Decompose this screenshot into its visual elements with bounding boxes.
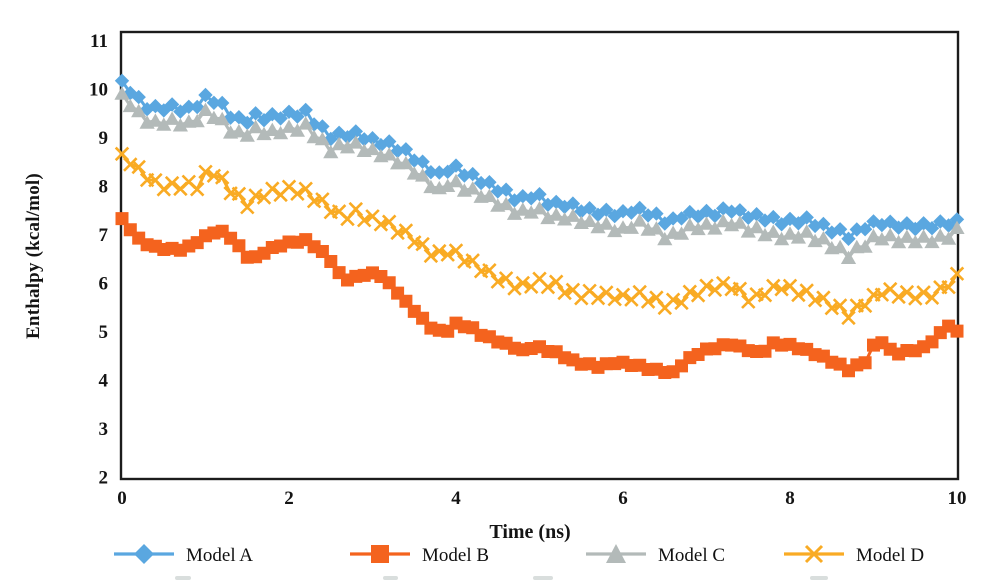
legend-label: Model C xyxy=(658,545,726,566)
legend-marker-canvas xyxy=(784,544,844,563)
x-tick-label: 6 xyxy=(618,488,628,509)
legend-item-model-a: Model A xyxy=(112,543,253,569)
y-tick-label: 10 xyxy=(89,80,108,101)
plot-border xyxy=(119,30,960,481)
y-tick-label: 4 xyxy=(99,371,109,392)
x-axis-title: Time (ns) xyxy=(489,521,571,543)
diamond-marker-icon xyxy=(112,542,176,571)
series-markers-model-a xyxy=(114,73,965,246)
x-tick-label: 2 xyxy=(284,488,294,509)
cropped-caption-fragment xyxy=(810,576,828,580)
cropped-caption-fragment xyxy=(175,576,191,580)
series-line-model-a xyxy=(120,79,958,241)
triangle-marker-icon xyxy=(584,542,648,571)
legend-item-model-c: Model C xyxy=(584,543,725,569)
y-tick-label: 3 xyxy=(99,419,109,440)
series-markers-model-d xyxy=(114,146,965,326)
chart-legend: Model A Model B Model C Model D xyxy=(0,543,1000,571)
x-tick-label: 4 xyxy=(451,488,461,509)
cropped-caption-fragment xyxy=(383,576,398,580)
legend-marker-canvas xyxy=(350,544,410,563)
legend-item-model-d: Model D xyxy=(782,543,924,569)
series-markers-model-b xyxy=(115,212,964,379)
y-tick-label: 7 xyxy=(99,225,109,246)
y-tick-label: 9 xyxy=(99,128,109,149)
x-tick-label: 8 xyxy=(785,488,795,509)
y-axis-title: Enthalpy (kcal/mol) xyxy=(23,173,44,339)
square-marker-icon xyxy=(348,542,412,571)
legend-marker-canvas xyxy=(114,543,174,564)
y-tick-label: 6 xyxy=(99,274,109,295)
y-tick-label: 5 xyxy=(99,322,109,343)
legend-item-model-b: Model B xyxy=(348,543,489,569)
x-marker-icon xyxy=(782,542,846,571)
legend-label: Model D xyxy=(856,545,925,566)
cropped-caption-fragment xyxy=(533,576,553,580)
x-tick-label: 10 xyxy=(948,488,967,509)
y-tick-label: 8 xyxy=(99,177,109,198)
y-tick-label: 11 xyxy=(90,31,108,52)
legend-label: Model A xyxy=(186,545,254,566)
legend-label: Model B xyxy=(422,545,490,566)
y-tick-label: 2 xyxy=(99,468,109,489)
legend-marker-canvas xyxy=(586,543,646,563)
x-tick-label: 0 xyxy=(117,488,127,509)
